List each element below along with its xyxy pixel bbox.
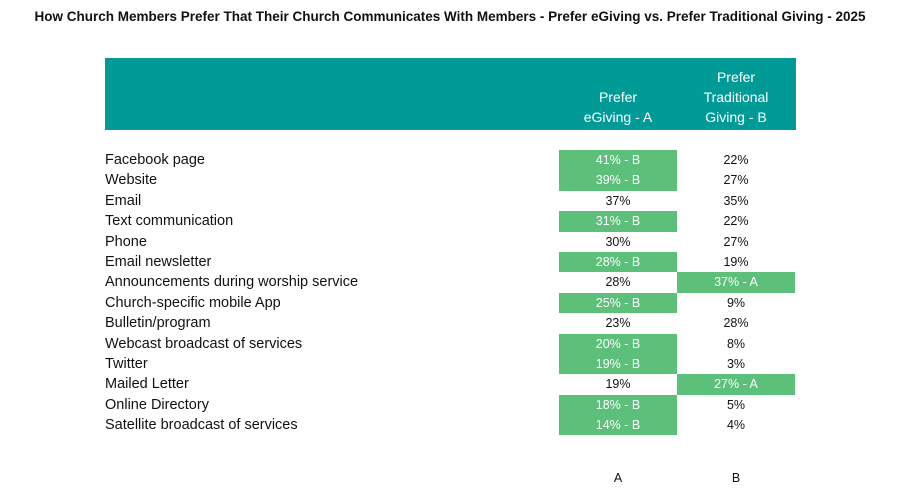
value-cell-b: 27% - A [677,374,795,395]
table-row: Email newsletter 28% - B 19% [105,251,796,273]
table-row: Church-specific mobile App 25% - B 9% [105,292,796,314]
table-row: Satellite broadcast of services 14% - B 4% [105,415,796,436]
value-cell-b: 5% [726,397,746,412]
row-label: Announcements during worship service [105,274,359,291]
row-label: Website [105,172,158,189]
value-cell-a: 28% - B [559,251,677,273]
value-cell-b: 28% [723,316,749,331]
value-cell-b: 22% [723,153,749,167]
value-cell-a: 31% - B [559,211,677,232]
table-row: Mailed Letter 19% 27% - A [105,374,796,395]
value-cell-b: 4% [726,418,746,433]
column-header-b-line: Prefer [716,69,756,85]
row-label: Online Directory [105,396,209,413]
chart-title: How Church Members Prefer That Their Chu… [34,9,866,24]
table-row: Online Directory 18% - B 5% [105,394,796,416]
value-cell-b: 35% [723,193,749,208]
value-cell-b: 9% [726,295,746,310]
table-row: Facebook page 41% - B 22% [105,150,796,171]
column-header-b-line: Traditional [703,89,769,105]
row-label: Church-specific mobile App [105,294,281,311]
row-label: Phone [105,233,147,250]
row-label: Webcast broadcast of services [105,335,303,352]
table-row: Twitter 19% - B 3% [105,353,796,375]
value-cell-a: 41% - B [559,150,677,171]
value-cell-b: 22% [723,214,749,229]
table-row: Announcements during worship service 28% 3… [105,272,796,293]
table-row: Email 37% 35% [105,191,796,211]
row-label: Bulletin/program [105,315,211,332]
value-cell-a: 20% - B [559,333,677,354]
table-body: Facebook page 41% - B 22% Website 39% - B 27%… [105,150,796,436]
value-cell-a: 28% [605,275,631,290]
value-cell-b: 27% [723,234,749,249]
value-cell-a: 14% - B [559,415,677,436]
table-row: Text communication 31% - B 22% [105,211,796,232]
column-header-b-line: Giving - B [705,109,767,125]
row-label: Twitter [105,355,148,372]
row-label: Email [105,192,142,209]
row-label: Text communication [105,213,234,230]
value-cell-a: 19% [605,377,631,392]
value-cell-a: 18% - B [559,394,677,416]
value-cell-a: 25% - B [559,292,677,314]
column-header-a-line: eGiving - A [583,109,653,125]
row-label: Mailed Letter [105,376,189,393]
row-label: Satellite broadcast of services [105,417,298,434]
row-label: Facebook page [105,152,205,168]
table-row: Bulletin/program 23% 28% [105,313,796,333]
value-cell-b: 37% - A [677,272,795,293]
row-label: Email newsletter [105,253,212,270]
column-header-a-line: Prefer [598,89,638,105]
table-row: Website 39% - B 27% [105,170,796,191]
value-cell-a: 39% - B [559,170,677,191]
value-cell-b: 19% [723,254,749,269]
table-row: Phone 30% 27% [105,232,796,252]
value-cell-b: 8% [726,336,746,351]
column-header-b: Prefer Traditional Giving - B [677,67,795,127]
column-footer-b: B [731,471,741,485]
value-cell-a: 30% [605,234,631,249]
value-cell-a: 23% [605,316,631,331]
header-band: Prefer eGiving - A Prefer Traditional Gi… [105,58,796,130]
value-cell-b: 3% [726,356,746,371]
table-row: Webcast broadcast of services 20% - B 8% [105,333,796,354]
value-cell-b: 27% [723,173,749,188]
column-header-a: Prefer eGiving - A [559,87,677,127]
value-cell-a: 37% [605,193,631,208]
value-cell-a: 19% - B [559,353,677,375]
column-footer-a: A [613,471,623,485]
